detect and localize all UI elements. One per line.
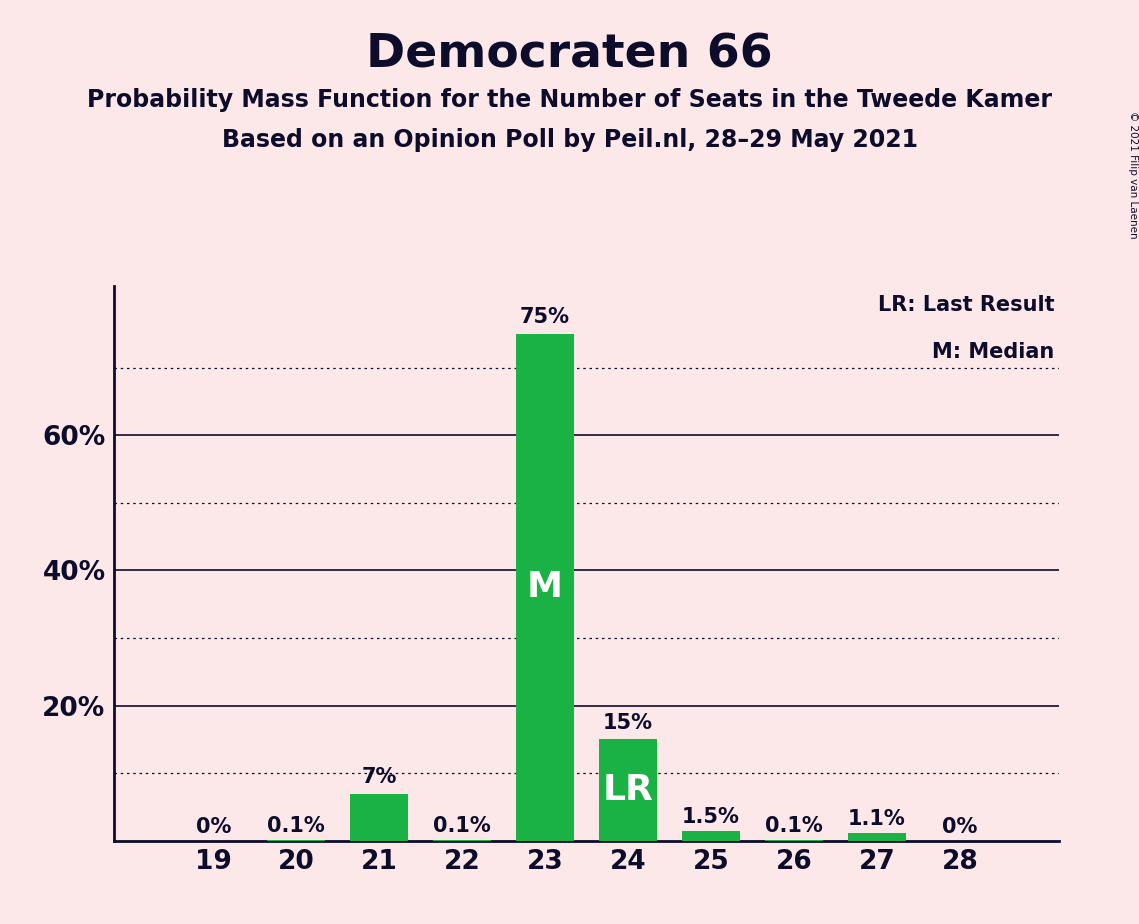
Text: 1.5%: 1.5%: [682, 807, 740, 827]
Text: 0.1%: 0.1%: [433, 816, 491, 836]
Text: M: M: [527, 570, 563, 604]
Text: LR: LR: [603, 773, 654, 808]
Text: M: Median: M: Median: [933, 342, 1055, 362]
Text: Based on an Opinion Poll by Peil.nl, 28–29 May 2021: Based on an Opinion Poll by Peil.nl, 28–…: [221, 128, 918, 152]
Text: 75%: 75%: [521, 307, 571, 327]
Text: © 2021 Filip van Laenen: © 2021 Filip van Laenen: [1129, 111, 1138, 238]
Bar: [516, 334, 574, 841]
Text: 0%: 0%: [196, 817, 231, 837]
Text: 7%: 7%: [361, 767, 398, 786]
Bar: [847, 833, 906, 841]
Bar: [351, 794, 408, 841]
Text: 15%: 15%: [603, 712, 653, 733]
Text: Probability Mass Function for the Number of Seats in the Tweede Kamer: Probability Mass Function for the Number…: [87, 88, 1052, 112]
Text: 0%: 0%: [942, 817, 977, 837]
Text: 0.1%: 0.1%: [268, 816, 326, 836]
Text: LR: Last Result: LR: Last Result: [878, 295, 1055, 315]
Text: Democraten 66: Democraten 66: [366, 32, 773, 78]
Bar: [682, 831, 740, 841]
Text: 0.1%: 0.1%: [765, 816, 822, 836]
Text: 1.1%: 1.1%: [847, 809, 906, 830]
Bar: [599, 739, 657, 841]
